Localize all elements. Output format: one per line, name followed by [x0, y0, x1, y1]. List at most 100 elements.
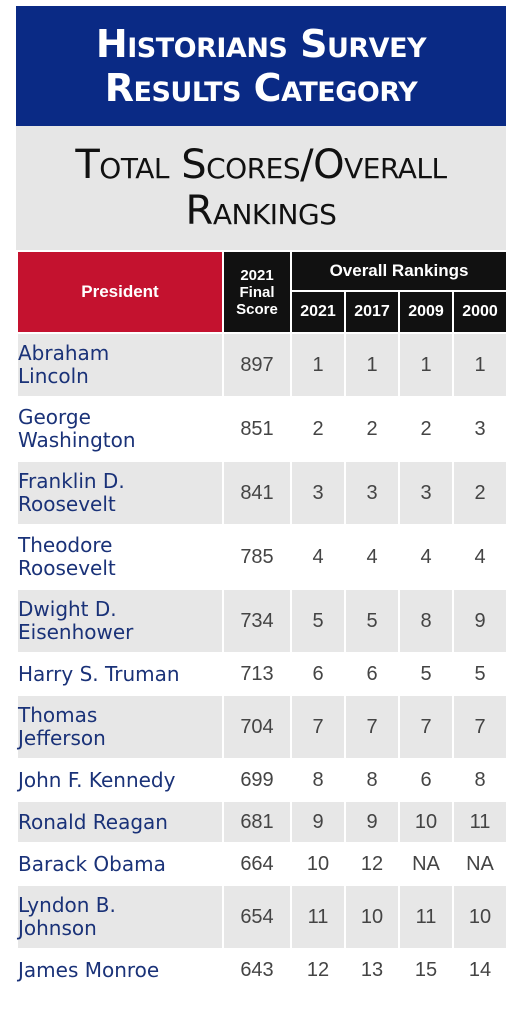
rank-2021-cell: 7 [290, 694, 346, 760]
rank-2021-cell: 3 [290, 460, 346, 526]
rank-2009-cell: 8 [398, 588, 454, 654]
rank-2000-cell: 3 [451, 396, 509, 462]
rank-2009-cell: 15 [398, 948, 454, 992]
rank-2000-cell: 9 [451, 588, 509, 654]
rank-2021-cell: 5 [290, 588, 346, 654]
rank-2017-cell: 6 [344, 652, 400, 696]
rank-2009-cell: 4 [398, 524, 454, 590]
table-row: Barack Obama 664 10 12 NA NA [16, 842, 509, 886]
rank-2000-cell: 1 [451, 332, 509, 398]
rank-2021-cell: 12 [290, 948, 346, 992]
rankings-table: President 2021 Final Score Overall Ranki… [16, 250, 509, 992]
rank-2009-cell: 10 [398, 800, 454, 844]
final-score-cell: 654 [222, 884, 292, 950]
rank-2009-cell: 2 [398, 396, 454, 462]
final-score-header-line: 2021 [240, 266, 274, 284]
rank-2021-cell: 6 [290, 652, 346, 696]
president-name: Abraham Lincoln [16, 332, 224, 398]
rank-2017-cell: 4 [344, 524, 400, 590]
president-name: Thomas Jefferson [16, 694, 224, 760]
rank-2021-cell: 2 [290, 396, 346, 462]
rank-2009-cell: 6 [398, 758, 454, 802]
final-score-cell: 841 [222, 460, 292, 526]
president-header: President [16, 250, 224, 334]
rank-2000-cell: 14 [451, 948, 509, 992]
rank-2009-cell: 5 [398, 652, 454, 696]
final-score-header-line: Final [239, 283, 275, 301]
rank-2021-cell: 8 [290, 758, 346, 802]
final-score-cell: 681 [222, 800, 292, 844]
rank-2000-cell: 10 [451, 884, 509, 950]
table-row: George Washington 851 2 2 2 3 [16, 396, 509, 462]
year-header-2017: 2017 [344, 289, 400, 335]
final-score-cell: 734 [222, 588, 292, 654]
rank-2017-cell: 2 [344, 396, 400, 462]
final-score-cell: 897 [222, 332, 292, 398]
final-score-cell: 785 [222, 524, 292, 590]
president-name: Harry S. Truman [16, 652, 224, 696]
president-name: Theodore Roosevelt [16, 524, 224, 590]
title-line-2: Results Category [104, 66, 418, 110]
table-row: Theodore Roosevelt 785 4 4 4 4 [16, 524, 509, 590]
rankings-body: Abraham Lincoln 897 1 1 1 1 George Washington 851… [16, 332, 509, 992]
rank-2017-cell: 12 [344, 842, 400, 886]
rank-2009-cell: 11 [398, 884, 454, 950]
overall-rankings-header: Overall Rankings [289, 250, 509, 292]
rank-2000-cell: 4 [451, 524, 509, 590]
final-score-cell: 851 [222, 396, 292, 462]
rank-2021-cell: 11 [290, 884, 346, 950]
rank-2017-cell: 1 [344, 332, 400, 398]
rank-2017-cell: 8 [344, 758, 400, 802]
president-name: Franklin D. Roosevelt [16, 460, 224, 526]
president-name: Barack Obama [16, 842, 224, 886]
final-score-cell: 704 [222, 694, 292, 760]
year-header-2000: 2000 [451, 289, 509, 335]
subtitle-line-1: Total Scores/Overall [75, 142, 447, 188]
rank-2017-cell: 13 [344, 948, 400, 992]
rank-2017-cell: 9 [344, 800, 400, 844]
table-row: Harry S. Truman 713 6 6 5 5 [16, 652, 509, 696]
final-score-header-line: Score [236, 300, 278, 318]
final-score-cell: 664 [222, 842, 292, 886]
rank-2000-cell: NA [451, 842, 509, 886]
year-header-2009: 2009 [398, 289, 454, 335]
rank-2017-cell: 3 [344, 460, 400, 526]
rank-2017-cell: 10 [344, 884, 400, 950]
final-score-cell: 713 [222, 652, 292, 696]
president-name: Ronald Reagan [16, 800, 224, 844]
table-row: John F. Kennedy 699 8 8 6 8 [16, 758, 509, 802]
table-row: Dwight D. Eisenhower 734 5 5 8 9 [16, 588, 509, 654]
president-name: Lyndon B. Johnson [16, 884, 224, 950]
rank-2000-cell: 7 [451, 694, 509, 760]
president-name: Dwight D. Eisenhower [16, 588, 224, 654]
table-row: James Monroe 643 12 13 15 14 [16, 948, 509, 992]
rank-2021-cell: 10 [290, 842, 346, 886]
rank-2021-cell: 1 [290, 332, 346, 398]
subtitle-line-2: Rankings [185, 188, 337, 234]
rank-2009-cell: 1 [398, 332, 454, 398]
rank-2000-cell: 5 [451, 652, 509, 696]
rank-2000-cell: 11 [451, 800, 509, 844]
title-line-1: Historians Survey [95, 22, 427, 66]
rank-2009-cell: 3 [398, 460, 454, 526]
rank-2000-cell: 8 [451, 758, 509, 802]
rank-2009-cell: 7 [398, 694, 454, 760]
table-row: Ronald Reagan 681 9 9 10 11 [16, 800, 509, 844]
rank-2021-cell: 4 [290, 524, 346, 590]
final-score-cell: 643 [222, 948, 292, 992]
final-score-header: 2021 Final Score [222, 250, 292, 334]
rank-2021-cell: 9 [290, 800, 346, 844]
president-name: James Monroe [16, 948, 224, 992]
president-name: George Washington [16, 396, 224, 462]
subtitle-block: Total Scores/Overall Rankings [16, 126, 506, 250]
table-row: Franklin D. Roosevelt 841 3 3 3 2 [16, 460, 509, 526]
year-header-2021: 2021 [290, 289, 346, 335]
table-row: Thomas Jefferson 704 7 7 7 7 [16, 694, 509, 760]
final-score-cell: 699 [222, 758, 292, 802]
survey-graphic: Historians Survey Results Category Total… [16, 6, 509, 992]
title-banner: Historians Survey Results Category [16, 6, 506, 126]
rank-2017-cell: 7 [344, 694, 400, 760]
table-row: Abraham Lincoln 897 1 1 1 1 [16, 332, 509, 398]
rank-2017-cell: 5 [344, 588, 400, 654]
president-name: John F. Kennedy [16, 758, 224, 802]
